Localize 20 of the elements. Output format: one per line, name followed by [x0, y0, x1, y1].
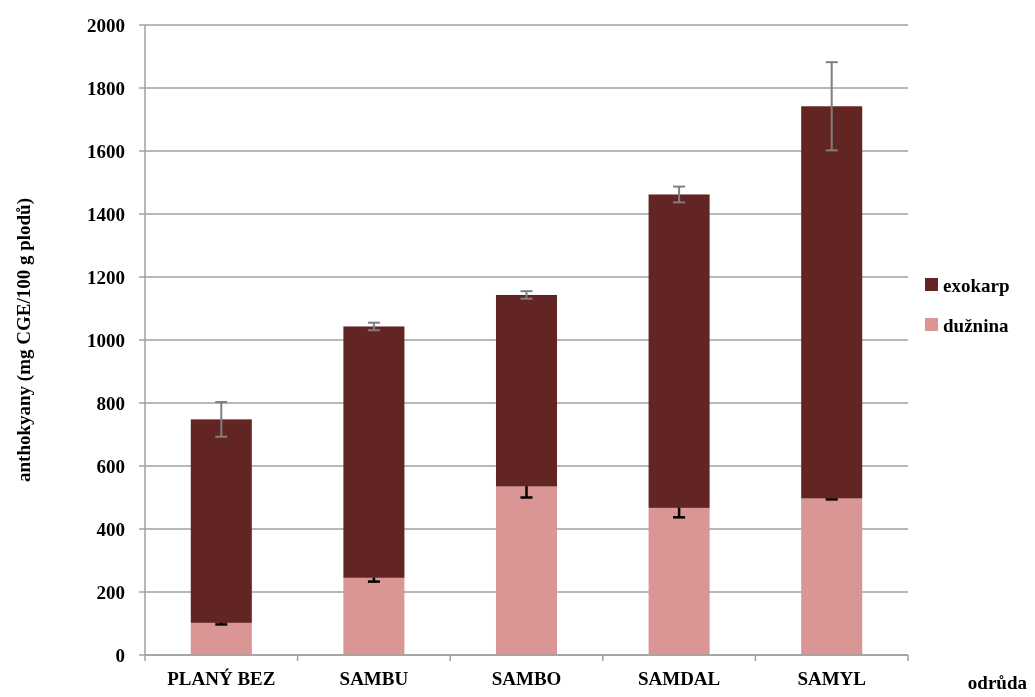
x-tick-label: SAMDAL — [637, 668, 721, 689]
y-tick-label: 1800 — [87, 77, 125, 99]
y-tick-label: 800 — [96, 392, 125, 414]
x-tick-label: SAMYL — [797, 668, 867, 689]
y-tick-label: 600 — [96, 455, 125, 477]
y-tick-label: 1200 — [87, 266, 125, 288]
y-axis-title: anthokyany (mg CGE/100 g plodů) — [13, 197, 35, 483]
y-tick-label: 1400 — [87, 203, 125, 225]
y-tick-label: 400 — [96, 518, 125, 540]
y-tick-label: 2000 — [87, 14, 125, 36]
y-tick-label: 200 — [96, 581, 125, 603]
y-tick-label: 1600 — [87, 140, 125, 162]
y-tick-label: 1000 — [87, 329, 125, 351]
legend-label: exokarp — [943, 274, 1010, 296]
x-tick-label: SAMBO — [491, 668, 562, 689]
x-tick-label: SAMBU — [339, 668, 409, 689]
x-axis-title: odrůda — [967, 672, 1028, 693]
legend-label: dužnina — [943, 314, 1009, 336]
x-tick-label: PLANÝ BEZ — [167, 668, 276, 689]
y-tick-label: 0 — [115, 644, 125, 666]
